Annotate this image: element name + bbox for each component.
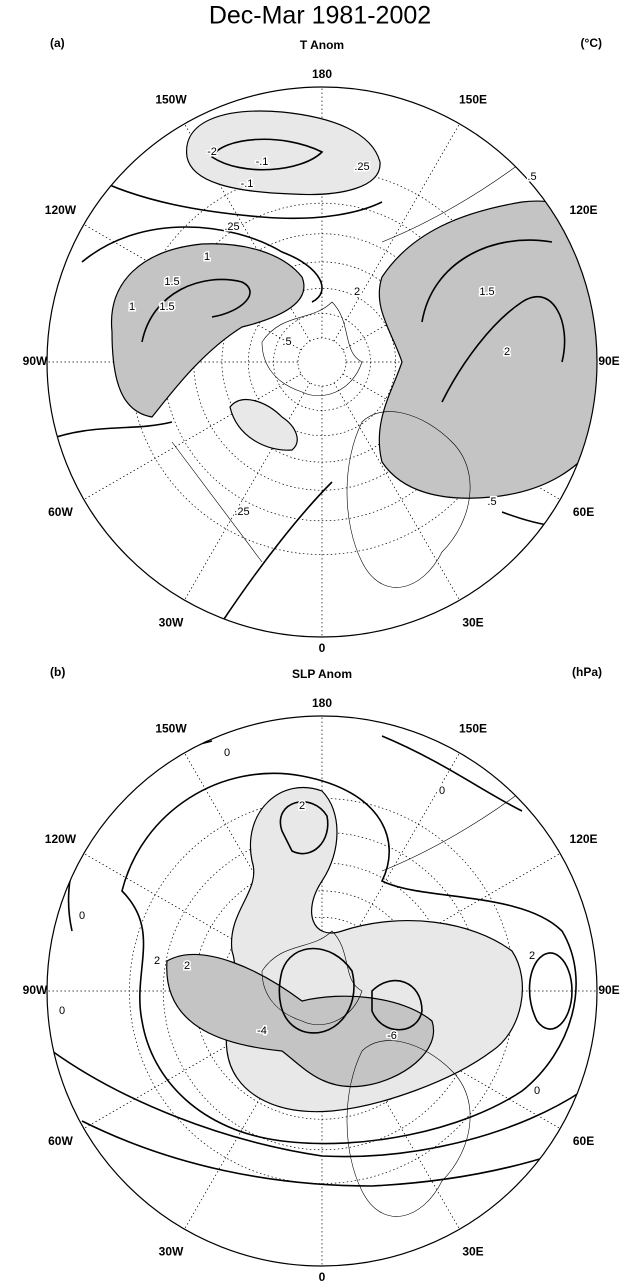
contour-label: 1.5: [159, 301, 174, 313]
meridian: [83, 1002, 302, 1129]
contour-label: 1.5: [164, 276, 179, 288]
contour-label: 0: [59, 1005, 65, 1017]
longitude-label: 90W: [23, 983, 48, 997]
meridian: [333, 123, 460, 342]
longitude-label: 30W: [159, 616, 184, 630]
meridian: [333, 1011, 460, 1230]
longitude-label: 60E: [573, 505, 594, 519]
longitude-label: 150W: [155, 93, 187, 107]
coastline: [171, 161, 523, 588]
contour-label: 1.5: [479, 286, 494, 298]
meridian: [333, 382, 460, 601]
panel-units: (°C): [581, 36, 602, 50]
panel-a: 180 150E 120E 90E 60E 30E 0 30W 60W 90W 120W 150W (a…: [23, 36, 620, 655]
longitude-label: 30W: [159, 1245, 184, 1259]
contour-label: 2: [529, 950, 535, 962]
contour: [141, 278, 251, 343]
shaded-region: [186, 110, 381, 196]
contour-label: 2: [184, 960, 190, 972]
contour-label: 2: [504, 346, 510, 358]
contour-label: 0: [79, 910, 85, 922]
panel-title: T Anom: [300, 38, 344, 52]
contour: [210, 138, 324, 171]
longitude-label: 120E: [570, 832, 598, 846]
contour-label: .5: [527, 171, 536, 183]
longitude-label: 90E: [598, 983, 619, 997]
contour: [51, 1050, 593, 1187]
contour: [528, 952, 573, 1030]
longitude-label: 60E: [573, 1134, 594, 1148]
contour-label: -2: [207, 146, 217, 158]
longitude-label: 150E: [459, 722, 487, 736]
contour-label: -4: [257, 1025, 267, 1037]
contour-label: 1: [129, 301, 135, 313]
longitude-label: 180: [312, 67, 332, 81]
contour-label: .25: [234, 506, 249, 518]
coastline: [261, 790, 523, 1217]
shaded-region: [229, 398, 298, 451]
latitude-circle: [247, 287, 397, 437]
contour-label: .5: [487, 496, 496, 508]
contour-label: 1: [204, 251, 210, 263]
longitude-label: 30E: [462, 1245, 483, 1259]
contour-label: 0: [439, 785, 445, 797]
shaded-region: [378, 200, 597, 499]
contour: [421, 239, 566, 403]
panel-label: (b): [50, 665, 65, 679]
longitude-label: 90W: [23, 354, 48, 368]
contour-label: -.1: [256, 156, 269, 168]
contour: [81, 226, 323, 303]
longitude-label: 120E: [570, 203, 598, 217]
latitude-circle: [273, 313, 371, 411]
contour-label: 0: [534, 1085, 540, 1097]
contour-label: .5: [282, 336, 291, 348]
panel-label: (a): [50, 36, 65, 50]
contour: [278, 947, 423, 1034]
meridian: [184, 382, 311, 601]
panel-b: 180 150E 120E 90E 60E 30E 0 30W 60W 90W 120W 150W (b…: [23, 665, 620, 1284]
contour-label: .25: [354, 161, 369, 173]
contour-label: 2: [154, 955, 160, 967]
longitude-label: 60W: [48, 1134, 73, 1148]
longitude-label: 150W: [155, 722, 187, 736]
contour: [91, 176, 383, 220]
longitude-label: 150E: [459, 93, 487, 107]
map-body: [47, 87, 597, 637]
contour-label: 2: [299, 800, 305, 812]
contour-label: 2: [354, 286, 360, 298]
panel-units: (hPa): [572, 665, 602, 679]
contour: [279, 801, 329, 855]
longitude-label: 120W: [45, 203, 77, 217]
panel-title: SLP Anom: [292, 667, 352, 681]
longitude-label: 0: [319, 641, 326, 655]
longitude-label: 120W: [45, 832, 77, 846]
contour-label: .25: [224, 221, 239, 233]
meridian: [83, 373, 302, 500]
map-boundary: [46, 715, 598, 1267]
map-boundary: [46, 86, 598, 638]
contour-label: -6: [387, 1030, 397, 1042]
contour-label: 0: [224, 747, 230, 759]
longitude-label: 0: [319, 1270, 326, 1284]
contour-label: -.1: [241, 178, 254, 190]
figure-title: Dec-Mar 1981-2002: [209, 2, 431, 30]
longitude-label: 90E: [598, 354, 619, 368]
longitude-label: 30E: [462, 616, 483, 630]
shaded-region: [110, 243, 305, 418]
meridian: [83, 853, 302, 980]
map-body: [47, 716, 597, 1266]
longitude-label: 180: [312, 696, 332, 710]
contour: [121, 772, 577, 1145]
meridian: [342, 853, 561, 980]
meridian: [184, 1011, 311, 1230]
longitude-label: 60W: [48, 505, 73, 519]
meridian: [333, 752, 460, 971]
